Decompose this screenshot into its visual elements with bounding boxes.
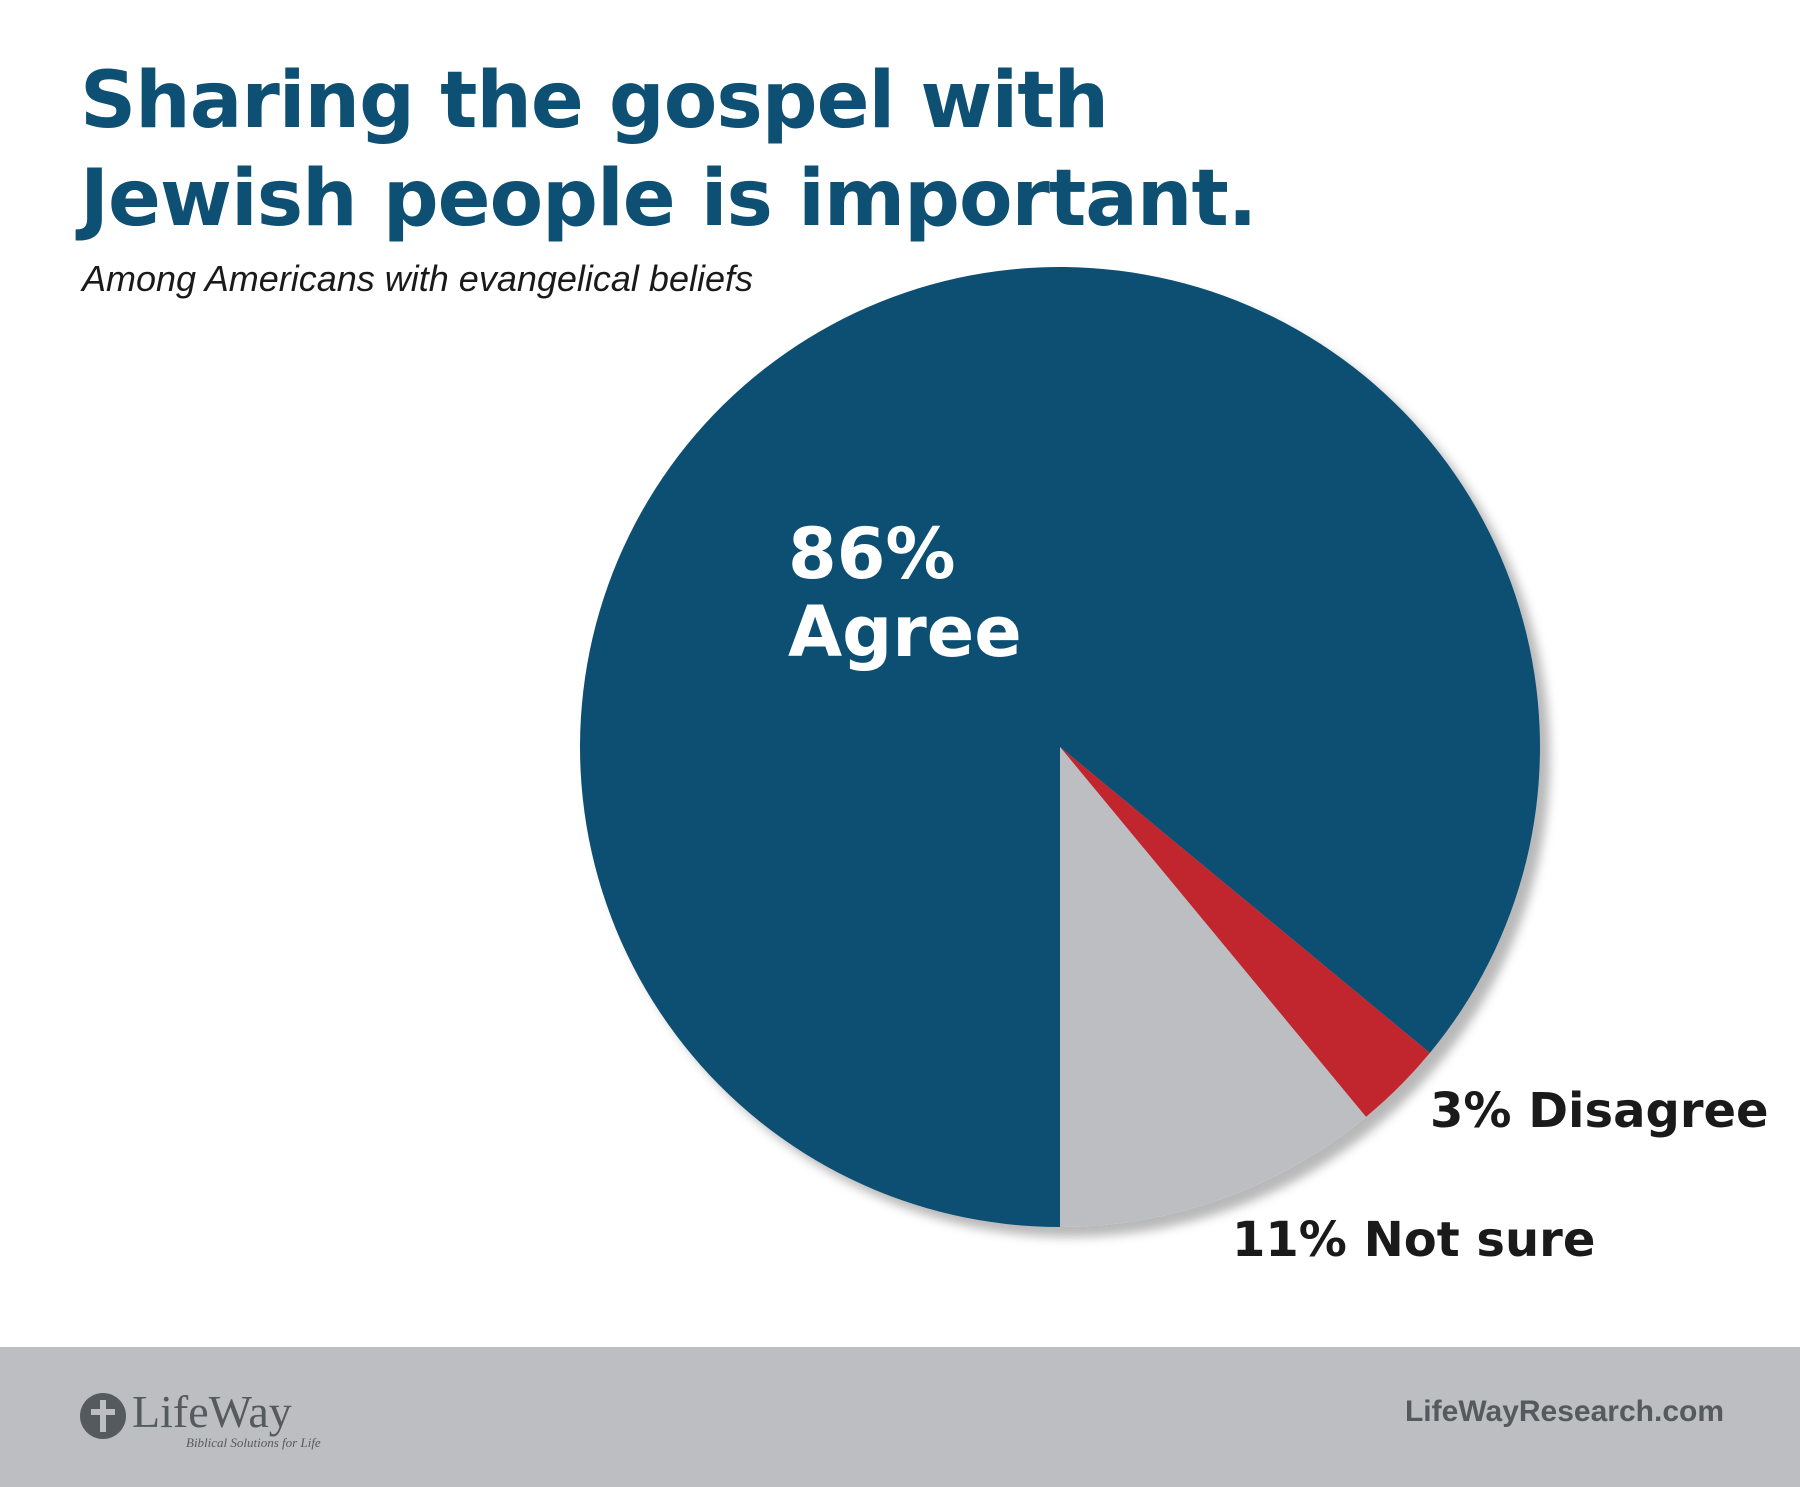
pie-chart: 86%Agree 3% Disagree 11% Not sure <box>580 267 1769 1268</box>
pie-slice-agree <box>580 267 1541 1227</box>
lifeway-cross-icon <box>80 1393 126 1439</box>
pie-label-not-sure: 11% Not sure <box>1232 1212 1595 1268</box>
chart-title: Sharing the gospel with Jewish people is… <box>80 52 1280 248</box>
title-line-2: Jewish people is important. <box>80 154 1257 244</box>
footer-bar: LifeWay Biblical Solutions for Life Life… <box>0 1347 1800 1487</box>
logo-tagline: Biblical Solutions for Life <box>186 1435 321 1450</box>
pie-slice-not-sure <box>1060 747 1366 1227</box>
website-link[interactable]: LifeWayResearch.com <box>1404 1395 1724 1428</box>
pie-label-agree-1: 86% <box>788 513 956 595</box>
chart-subtitle: Among Americans with evangelical beliefs <box>82 258 753 299</box>
lifeway-logo[interactable]: LifeWay Biblical Solutions for Life <box>80 1387 321 1451</box>
title-line-1: Sharing the gospel with <box>80 56 1109 146</box>
pie-label-disagree: 3% Disagree <box>1430 1083 1769 1139</box>
pie-label-agree-2: Agree <box>788 591 1022 673</box>
logo-name: LifeWay <box>132 1386 292 1437</box>
pie-slice-disagree <box>1060 747 1430 1117</box>
